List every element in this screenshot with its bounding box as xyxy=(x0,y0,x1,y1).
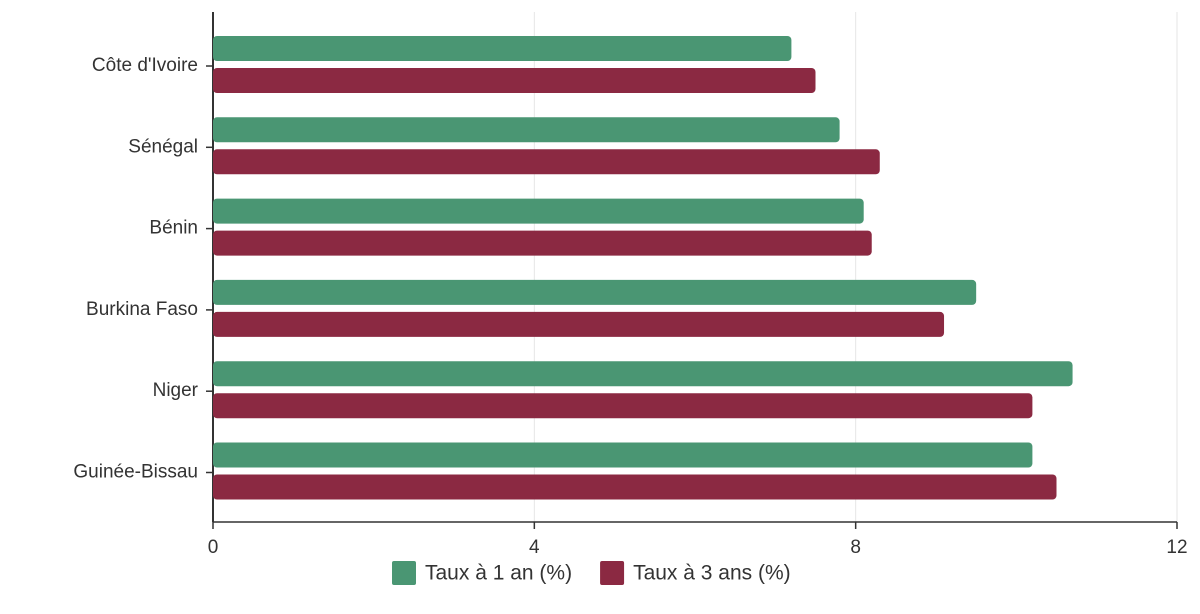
bar xyxy=(213,198,864,224)
x-tick-label: 12 xyxy=(1166,537,1187,558)
y-tick-label: Burkina Faso xyxy=(86,299,198,320)
legend-swatch xyxy=(392,561,416,585)
legend-label: Taux à 3 ans (%) xyxy=(633,562,791,585)
bar xyxy=(213,311,945,337)
y-tick-label: Niger xyxy=(153,380,199,401)
bar xyxy=(213,279,977,305)
y-tick-label: Côte d'Ivoire xyxy=(92,55,198,76)
y-tick-label: Bénin xyxy=(149,218,198,239)
bar xyxy=(213,36,792,61)
bar xyxy=(213,117,840,143)
bar xyxy=(213,149,880,175)
y-tick-label: Sénégal xyxy=(128,136,198,157)
bar xyxy=(213,393,1033,419)
legend-label: Taux à 1 an (%) xyxy=(425,562,572,585)
legend: Taux à 1 an (%) Taux à 3 ans (%) xyxy=(392,561,791,585)
bar xyxy=(213,442,1033,468)
bar xyxy=(213,361,1073,387)
bar xyxy=(213,474,1057,500)
y-tick-label: Guinée-Bissau xyxy=(73,462,198,483)
bar xyxy=(213,68,816,93)
x-tick-label: 0 xyxy=(208,537,219,558)
bar xyxy=(213,230,872,256)
x-tick-label: 4 xyxy=(529,537,540,558)
x-tick-label: 8 xyxy=(850,537,861,558)
legend-swatch xyxy=(600,561,625,585)
